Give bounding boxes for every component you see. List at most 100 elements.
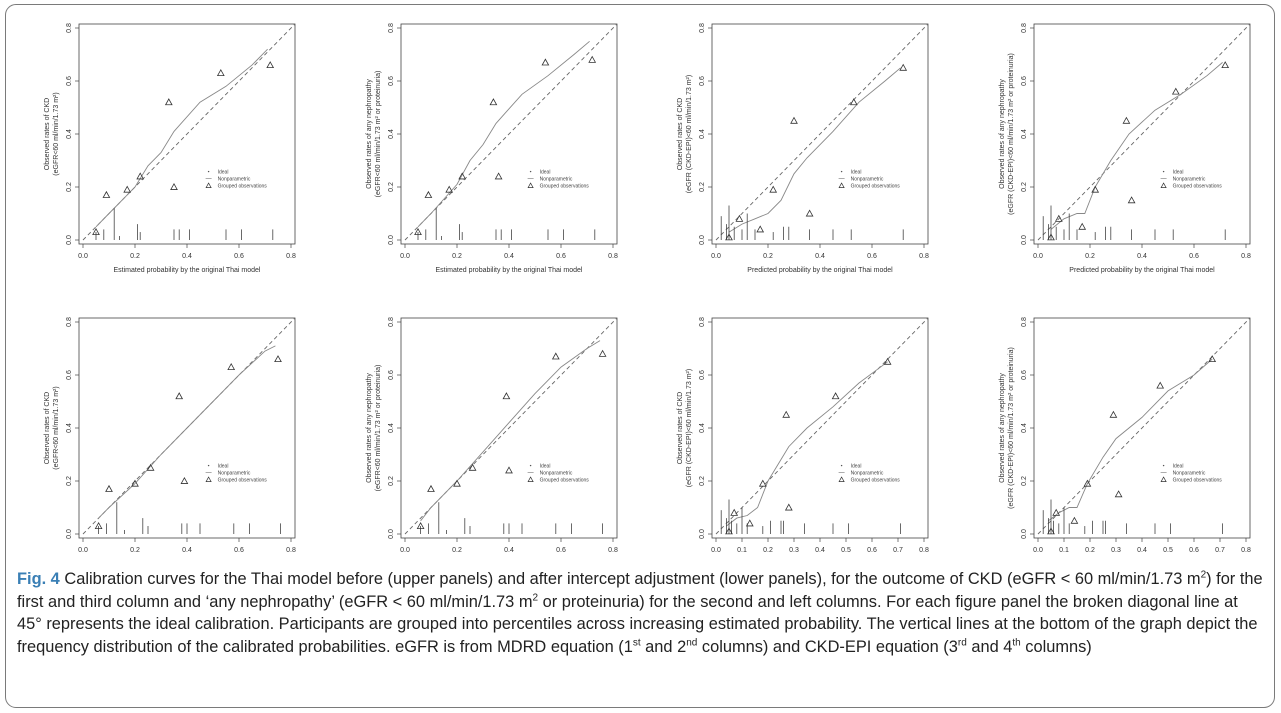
nonparametric-curve [726,361,888,527]
ideal-line [715,317,929,535]
grouped-observation-point [756,225,765,233]
y-tick-label: 0.4 [1021,423,1028,433]
y-axis-label-line2: (eGFR<60 ml/min/1.73 m²) [53,92,60,175]
legend-label: Grouped observations [851,478,901,484]
x-axis-label: Predicted probability by the original Th… [747,267,893,274]
grouped-observation-point [146,463,155,471]
grouped-observation-point [505,466,513,474]
legend-label: Ideal [851,170,862,176]
grouped-observation-point [92,228,100,236]
calibration-panel-4: 0.0 0.2 0.4 0.6 0.8 0.0 0.2 0.4 0.6 0.8 Predicted … [999,23,1251,274]
grouped-observation-point [784,503,793,511]
legend-label: Ideal [1173,170,1184,176]
x-tick-label: 0.2 [130,253,140,260]
grouped-observation-point [170,182,178,190]
grouped-observation-point [458,172,467,180]
y-tick-label: 0.4 [1021,129,1028,139]
calibration-panel-7: 0.0 0.1 0.2 0.3 0.4 0.5 0.6 0.7 0.8 0.0 0.2 0.4 0.6 0… [677,317,929,554]
nonparametric-curve [95,48,268,228]
grouped-observation-point [1171,87,1180,95]
x-tick-label: 0.4 [1137,547,1147,554]
y-tick-label: 0.2 [66,476,73,486]
grouped-observation-point [266,61,275,69]
grouped-observation-point [883,357,892,365]
y-axis-label-line2: (eGFR (CKD-EPI)<60 ml/min/1.73 m²) [686,75,693,193]
x-tick-label: 0.4 [182,253,192,260]
x-tick-label: 0.2 [1085,253,1095,260]
legend-ideal-marker [1162,464,1165,467]
ideal-line [82,317,296,535]
calibration-panel-3: 0.0 0.2 0.4 0.6 0.8 0.0 0.2 0.4 0.6 0.8 Predicted … [677,23,929,274]
grouped-observation-point [745,519,754,527]
x-tick-label: 0.6 [867,253,877,260]
y-axis-label-line1: Observed rates of any nephropathy [366,373,373,483]
x-tick-label: 0.0 [78,547,88,554]
grouped-observation-point [1109,410,1118,418]
y-tick-label: 0.6 [388,370,395,380]
x-tick-label: 0.4 [815,253,825,260]
x-tick-label: 0.4 [504,253,514,260]
legend-label: Grouped observations [540,478,590,484]
grouped-observation-point [468,463,477,471]
calibration-panel-5: 0.00.20.40.60.80.00.20.40.60.8Estimated … [44,317,296,554]
legend-triangle-marker [527,476,534,482]
y-tick-label: 0.8 [699,23,706,33]
grouped-observation-point [227,363,236,371]
x-tick-label: 0.0 [1033,253,1043,260]
legend-ideal-marker [840,170,843,173]
y-tick-label: 0.8 [699,317,706,327]
x-tick-label: 0.6 [1189,253,1199,260]
grouped-observation-point [551,352,560,360]
y-axis-label-line2: (eGFR<60 ml/min/1.73 m² or proteinuria) [375,71,382,198]
grouped-observation-point [1070,516,1079,524]
grouped-observation-point [136,172,145,180]
x-tick-label: 0.7 [1215,547,1225,554]
y-tick-label: 0.4 [388,423,395,433]
x-tick-label: 0.4 [815,547,825,554]
grouped-observation-point [1127,196,1136,204]
grouped-observation-point [1052,508,1061,516]
x-tick-label: 0.6 [867,547,877,554]
x-tick-label: 0.6 [556,253,566,260]
grouped-observation-point [1054,214,1063,222]
x-tick-label: 0.8 [608,547,618,554]
caption-text-5: columns) and CKD-EPI equation (3 [697,637,958,656]
grouped-observation-point [102,190,111,198]
grouped-observation-point [180,476,189,484]
y-tick-label: 0.8 [388,317,395,327]
y-tick-label: 0.4 [388,129,395,139]
calibration-panel-2: 0.0 0.2 0.4 0.6 0.8 0.0 0.2 0.4 0.6 0.8 Estimated … [366,23,618,274]
legend-label: Ideal [540,170,551,176]
y-tick-label: 0.0 [699,235,706,245]
legend-label: Grouped observations [851,184,901,190]
grouped-observation-point [427,484,435,492]
caption-text-1: Calibration curves for the Thai model be… [59,570,1201,588]
y-tick-label: 0.0 [699,529,706,539]
x-axis-label: Estimated probability by the original Th… [436,267,583,274]
grouped-observation-point [416,522,425,530]
legend-label: Grouped observations [1173,184,1223,190]
grouped-observation-point [1047,527,1055,535]
nonparametric-curve [728,67,901,233]
calibration-panel-6: 0.00.20.40.60.80.00.20.40.60.8Estimated … [366,317,618,554]
ideal-line [404,23,618,241]
figure-frame [5,4,1275,708]
y-axis-label-line1: Observed rates of CKD [44,98,51,170]
legend-ideal-marker [207,464,210,467]
y-tick-label: 0.0 [66,235,73,245]
grouped-observation-point [598,349,607,357]
grouped-observation-point [831,392,840,400]
y-tick-label: 0.8 [1021,317,1028,327]
grouped-observation-point [725,233,733,241]
legend-ideal-marker [529,464,532,467]
y-axis-label-line1: Observed rates of CKD [677,392,684,464]
x-tick-label: 0.0 [400,547,410,554]
x-tick-label: 0.2 [763,253,773,260]
x-tick-label: 0.8 [286,253,296,260]
x-tick-label: 0.6 [234,253,244,260]
legend-label: Nonparametric [540,471,573,477]
nonparametric-curve [420,340,601,522]
y-tick-label: 0.0 [1021,235,1028,245]
y-tick-label: 0.6 [1021,370,1028,380]
x-tick-label: 0.6 [234,547,244,554]
